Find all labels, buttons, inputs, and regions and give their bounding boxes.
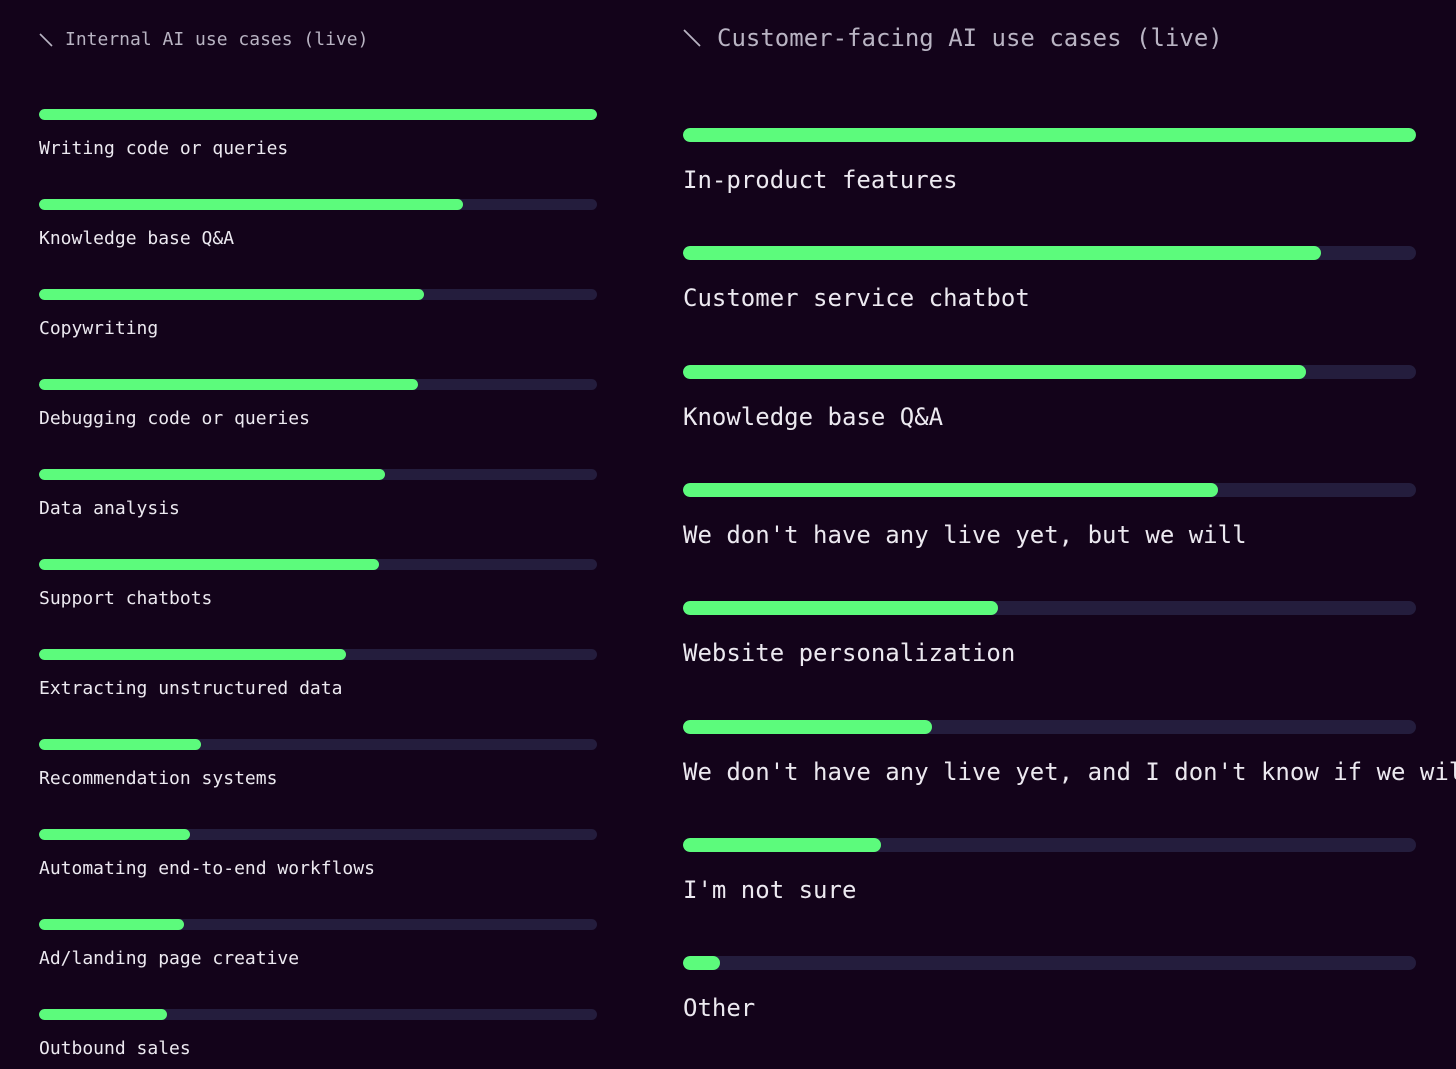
bar-label: Support chatbots: [39, 588, 213, 609]
bar-label: Outbound sales: [39, 1038, 191, 1059]
bar-fill: [39, 109, 597, 120]
bar-track: [39, 199, 597, 210]
bar-fill: [39, 1009, 168, 1020]
bar-label: Knowledge base Q&A: [39, 228, 235, 249]
bar-label: Recommendation systems: [39, 768, 278, 789]
bar-label: Ad/landing page creative: [39, 948, 300, 969]
bar-track: [683, 601, 1416, 616]
bar-label: Website personalization: [683, 639, 1016, 668]
bar-fill: [39, 649, 346, 660]
bar-fill: [39, 829, 190, 840]
bar-fill: [683, 601, 999, 616]
bar-fill: [39, 199, 464, 210]
bar-label: Copywriting: [39, 318, 159, 339]
bar-fill: [683, 246, 1321, 261]
bar-label: Data analysis: [39, 498, 180, 519]
bar-label: Debugging code or queries: [39, 408, 310, 429]
bar-label: Customer service chatbot: [683, 284, 1030, 313]
bar-fill: [683, 364, 1307, 379]
bar-track: [39, 469, 597, 480]
bar-track: [39, 739, 597, 750]
backslash-icon: [683, 29, 701, 47]
bar-fill: [39, 289, 425, 300]
bar-track: [39, 649, 597, 660]
bar-track: [683, 128, 1416, 142]
bar-fill: [39, 559, 380, 570]
bar-fill: [683, 128, 1416, 142]
customer-chart-title-row: Customer-facing AI use cases (live): [683, 24, 1223, 52]
bar-track: [683, 956, 1416, 971]
customer-chart-title: Customer-facing AI use cases (live): [717, 24, 1223, 52]
bar-track: [39, 1009, 597, 1020]
bar-label: Knowledge base Q&A: [683, 402, 944, 431]
bar-label: In-product features: [683, 166, 958, 194]
bar-label: Extracting unstructured data: [39, 678, 343, 699]
internal-chart-title: Internal AI use cases (live): [65, 29, 369, 50]
bar-track: [39, 559, 597, 570]
bar-fill: [683, 719, 933, 734]
bar-track: [39, 289, 597, 300]
bar-fill: [39, 469, 385, 480]
bar-fill: [39, 739, 201, 750]
bar-label: Other: [683, 994, 756, 1023]
bar-track: [683, 837, 1416, 852]
bar-track: [683, 246, 1416, 261]
bar-fill: [683, 956, 720, 971]
internal-chart-title-row: Internal AI use cases (live): [39, 29, 368, 50]
bar-fill: [683, 482, 1219, 497]
bar-track: [683, 719, 1416, 734]
bar-track: [683, 482, 1416, 497]
bar-label: We don't have any live yet, but we will: [683, 520, 1247, 549]
bar-label: Automating end-to-end workflows: [39, 858, 375, 879]
bar-track: [39, 919, 597, 930]
bar-label: Writing code or queries: [39, 138, 289, 159]
bar-label: We don't have any live yet, and I don't …: [683, 757, 1456, 786]
bar-label: I'm not sure: [683, 875, 857, 904]
backslash-icon: [39, 32, 53, 47]
bar-fill: [39, 379, 419, 390]
bar-track: [683, 364, 1416, 379]
bar-track: [39, 109, 597, 120]
bar-track: [39, 829, 597, 840]
bar-fill: [39, 919, 185, 930]
bar-fill: [683, 837, 881, 852]
bar-track: [39, 379, 597, 390]
